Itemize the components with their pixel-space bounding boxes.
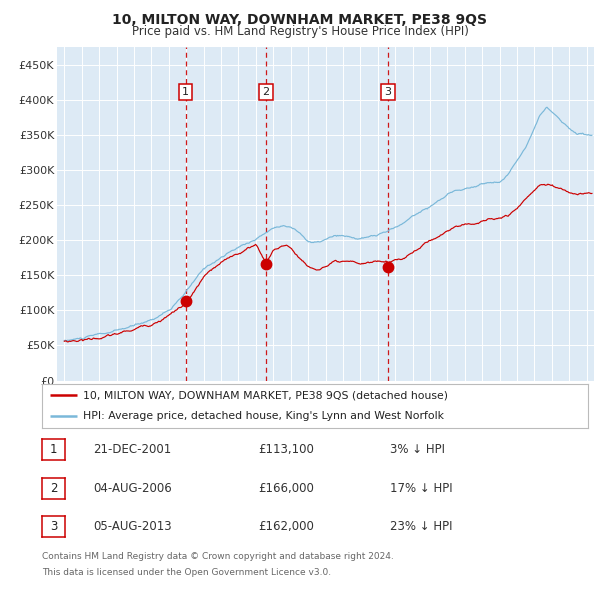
Text: £162,000: £162,000 xyxy=(258,520,314,533)
Text: 04-AUG-2006: 04-AUG-2006 xyxy=(93,481,172,495)
Text: 3: 3 xyxy=(50,520,57,533)
Text: 3% ↓ HPI: 3% ↓ HPI xyxy=(390,443,445,457)
Text: 10, MILTON WAY, DOWNHAM MARKET, PE38 9QS (detached house): 10, MILTON WAY, DOWNHAM MARKET, PE38 9QS… xyxy=(83,391,448,401)
Text: Contains HM Land Registry data © Crown copyright and database right 2024.: Contains HM Land Registry data © Crown c… xyxy=(42,552,394,560)
Text: 3: 3 xyxy=(385,87,392,97)
Text: 21-DEC-2001: 21-DEC-2001 xyxy=(93,443,171,457)
Text: This data is licensed under the Open Government Licence v3.0.: This data is licensed under the Open Gov… xyxy=(42,568,331,577)
Text: 2: 2 xyxy=(263,87,269,97)
Text: HPI: Average price, detached house, King's Lynn and West Norfolk: HPI: Average price, detached house, King… xyxy=(83,411,444,421)
Text: 23% ↓ HPI: 23% ↓ HPI xyxy=(390,520,452,533)
Text: 05-AUG-2013: 05-AUG-2013 xyxy=(93,520,172,533)
Text: 2: 2 xyxy=(50,481,57,495)
Text: 1: 1 xyxy=(182,87,189,97)
Text: £166,000: £166,000 xyxy=(258,481,314,495)
Text: 10, MILTON WAY, DOWNHAM MARKET, PE38 9QS: 10, MILTON WAY, DOWNHAM MARKET, PE38 9QS xyxy=(113,13,487,27)
Text: 17% ↓ HPI: 17% ↓ HPI xyxy=(390,481,452,495)
Text: £113,100: £113,100 xyxy=(258,443,314,457)
Text: 1: 1 xyxy=(50,443,57,457)
Text: Price paid vs. HM Land Registry's House Price Index (HPI): Price paid vs. HM Land Registry's House … xyxy=(131,25,469,38)
